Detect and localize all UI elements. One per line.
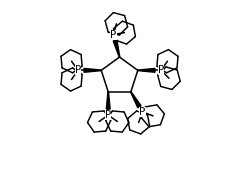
- Polygon shape: [113, 40, 120, 57]
- Polygon shape: [84, 68, 101, 72]
- Polygon shape: [131, 92, 141, 108]
- Polygon shape: [138, 68, 155, 72]
- Text: P: P: [75, 65, 81, 75]
- Text: P: P: [110, 29, 117, 40]
- Text: P: P: [139, 107, 146, 117]
- Text: P: P: [105, 110, 111, 120]
- Text: P: P: [158, 65, 164, 75]
- Polygon shape: [106, 92, 110, 109]
